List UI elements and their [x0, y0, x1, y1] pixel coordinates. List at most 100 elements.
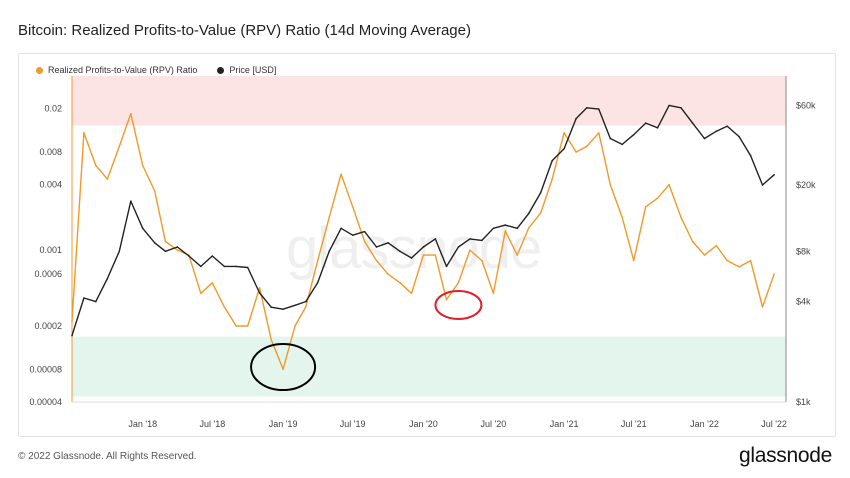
- rpv-series-point: [749, 259, 752, 262]
- price-series-point: [586, 107, 588, 109]
- rpv-series-point: [130, 112, 132, 115]
- rpv-series-point: [457, 282, 460, 284]
- rpv-series-point: [726, 259, 728, 262]
- rpv-series-point: [621, 216, 624, 219]
- price-series-point: [282, 308, 284, 310]
- price-series-point: [130, 200, 132, 202]
- price-series-point: [153, 242, 156, 244]
- rpv-series-point: [422, 254, 425, 256]
- rpv-series-point: [304, 306, 307, 308]
- rpv-series-point: [563, 132, 565, 134]
- rpv-series-point: [399, 282, 401, 284]
- rpv-series-point: [516, 254, 519, 256]
- legend-item-price[interactable]: Price [USD]: [217, 65, 276, 75]
- price-series-point: [83, 297, 85, 299]
- price-series-point: [621, 143, 624, 146]
- rpv-series-point: [609, 183, 612, 186]
- left-axis-tick-label: 0.00004: [29, 397, 62, 407]
- left-axis-tick-label: 0.008: [39, 147, 62, 157]
- price-series-point: [539, 191, 542, 194]
- legend-swatch-price: [217, 66, 225, 74]
- price-series-point: [644, 122, 647, 124]
- x-axis-tick-label: Jan '18: [128, 419, 157, 429]
- price-series-point: [738, 135, 740, 138]
- rpv-series-point: [176, 249, 179, 251]
- price-series-point: [597, 108, 600, 110]
- rpv-series-point: [294, 325, 296, 327]
- price-series-point: [71, 334, 73, 337]
- price-series-point: [445, 265, 448, 268]
- price-series-point: [609, 137, 612, 140]
- x-axis-tick-label: Jan '20: [409, 419, 438, 429]
- x-axis-tick-label: Jan '22: [690, 419, 719, 429]
- left-axis-tick-label: 0.02: [44, 104, 62, 114]
- rpv-series-point: [715, 244, 718, 247]
- copyright-text: © 2022 Glassnode. All Rights Reserved.: [18, 451, 197, 462]
- rpv-series-point: [340, 173, 342, 175]
- legend-label-rpv: Realized Profits-to-Value (RPV) Ratio: [48, 65, 198, 75]
- rpv-series-point: [387, 273, 389, 275]
- chart-legend: Realized Profits-to-Value (RPV) Ratio Pr…: [36, 65, 276, 75]
- rpv-series-point: [738, 266, 740, 268]
- rpv-series-point: [668, 183, 670, 186]
- price-series-point: [481, 239, 483, 242]
- price-series-point: [504, 224, 507, 226]
- x-axis-tick-label: Jul '20: [481, 419, 507, 429]
- x-axis-tick-label: Jul '18: [199, 419, 225, 429]
- price-series-point: [304, 300, 307, 303]
- price-series-point: [761, 184, 764, 186]
- rpv-series-point: [773, 273, 775, 275]
- brand-logo: glassnode: [738, 444, 832, 467]
- rpv-series-point: [761, 306, 764, 308]
- rpv-series-point: [597, 132, 600, 134]
- price-series-point: [410, 257, 413, 259]
- rpv-series-point: [200, 292, 202, 295]
- price-series-point: [527, 212, 530, 215]
- rpv-series-point: [351, 206, 354, 208]
- band-green-zone: [72, 336, 786, 397]
- rpv-series-point: [703, 254, 706, 256]
- rpv-series-point: [164, 240, 167, 243]
- rpv-series-point: [492, 292, 495, 295]
- rpv-series-point: [258, 286, 261, 289]
- left-axis-tick-label: 0.001: [39, 245, 62, 255]
- price-series-point: [726, 125, 728, 128]
- rpv-series-point: [586, 145, 588, 148]
- price-series-point: [316, 281, 319, 284]
- price-series-point: [328, 250, 331, 253]
- rpv-series-point: [644, 206, 647, 208]
- price-series-point: [749, 154, 752, 157]
- price-series-point: [492, 227, 495, 230]
- annotation-ellipse-black: [250, 343, 317, 391]
- price-series-point: [668, 104, 670, 107]
- left-axis-tick-label: 0.00008: [29, 364, 62, 374]
- rpv-series-point: [504, 230, 507, 232]
- price-series-point: [457, 246, 460, 248]
- right-axis-tick-label: $4k: [796, 297, 811, 307]
- rpv-series-point: [83, 132, 85, 134]
- rpv-series-point: [316, 259, 319, 262]
- rpv-series-point: [246, 325, 249, 327]
- price-series-point: [200, 265, 202, 268]
- rpv-series-point: [434, 254, 437, 256]
- rpv-series-point: [71, 320, 73, 323]
- chart-title: Bitcoin: Realized Profits-to-Value (RPV)…: [18, 22, 471, 39]
- price-series-point: [575, 117, 577, 120]
- rpv-series-point: [106, 178, 109, 180]
- left-axis-tick-label: 0.0002: [34, 321, 62, 331]
- price-series-point: [188, 255, 190, 257]
- price-series-point: [469, 238, 471, 240]
- price-series-point: [340, 227, 342, 230]
- price-series-point: [632, 133, 635, 136]
- price-series-point: [141, 227, 144, 230]
- price-series-point: [95, 300, 97, 303]
- price-series-point: [176, 246, 179, 248]
- rpv-series-point: [375, 259, 378, 262]
- legend-item-rpv[interactable]: Realized Profits-to-Value (RPV) Ratio: [36, 65, 197, 75]
- right-axis-tick-label: $20k: [796, 180, 816, 190]
- price-series-point: [270, 306, 272, 309]
- x-axis-tick-label: Jan '21: [550, 419, 579, 429]
- legend-label-price: Price [USD]: [229, 65, 277, 75]
- price-series-point: [211, 255, 214, 257]
- rpv-series-point: [153, 190, 156, 192]
